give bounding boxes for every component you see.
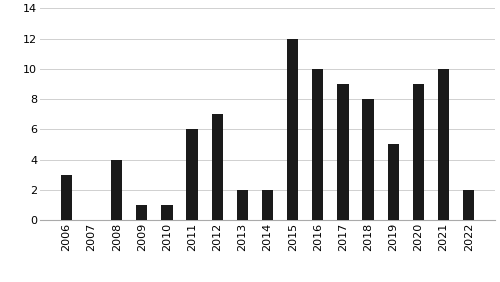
Bar xyxy=(412,84,424,220)
Bar xyxy=(60,175,72,220)
Bar xyxy=(312,69,324,220)
Bar xyxy=(212,114,223,220)
Bar xyxy=(438,69,449,220)
Bar xyxy=(186,129,198,220)
Bar xyxy=(136,205,147,220)
Bar xyxy=(338,84,348,220)
Bar xyxy=(262,190,273,220)
Bar xyxy=(162,205,172,220)
Bar xyxy=(287,39,298,220)
Bar xyxy=(362,99,374,220)
Bar xyxy=(463,190,474,220)
Bar xyxy=(236,190,248,220)
Bar xyxy=(111,160,122,220)
Bar xyxy=(388,144,399,220)
